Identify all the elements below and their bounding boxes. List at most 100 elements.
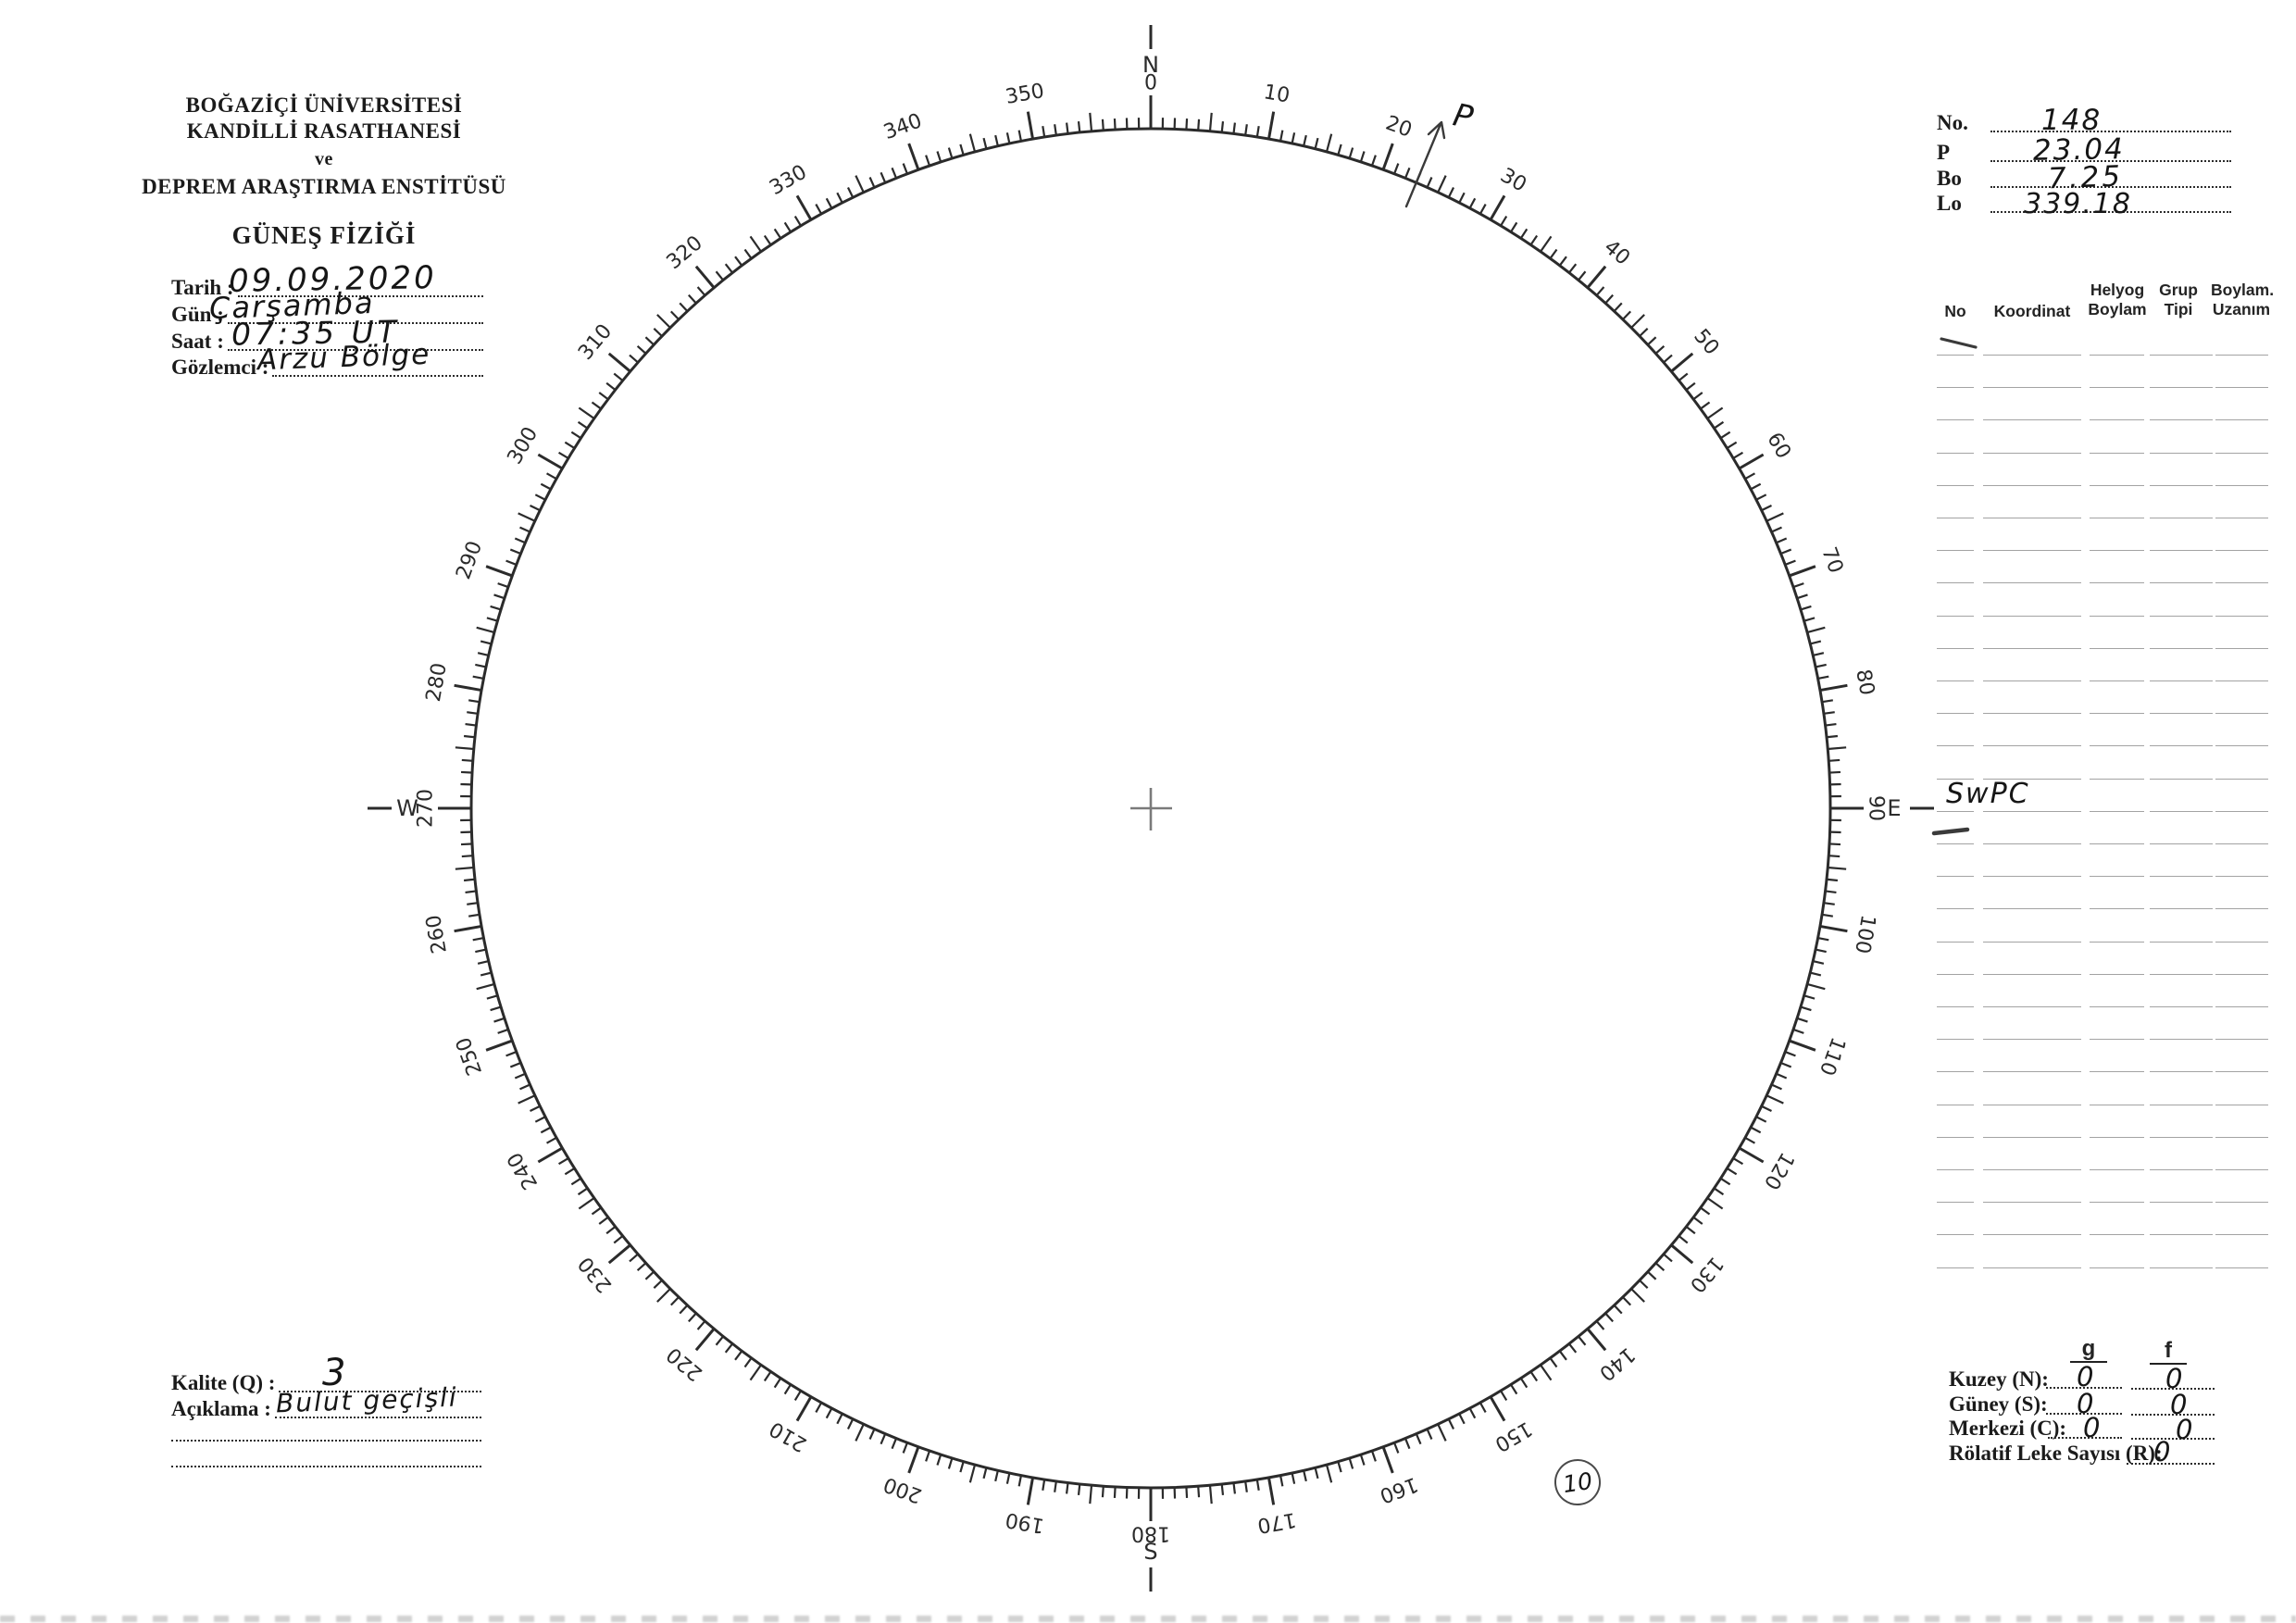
svg-text:100: 100 (1850, 913, 1879, 955)
table-row-line (1937, 355, 1974, 356)
table-row-line (2215, 843, 2268, 844)
tarih-writing-line (237, 295, 483, 297)
table-row-line (1983, 1202, 2081, 1204)
svg-text:270: 270 (415, 789, 438, 828)
svg-text:0: 0 (1144, 72, 1157, 95)
table-row-line (1937, 973, 1974, 975)
svg-text:280: 280 (422, 661, 452, 704)
table-header-grup-line2: Tipi (2164, 300, 2193, 318)
svg-text:180: 180 (1131, 1522, 1170, 1545)
table-row-line (2090, 810, 2144, 812)
table-row-line (2150, 1234, 2213, 1236)
table-row-line (2090, 973, 2144, 975)
svg-text:150: 150 (1491, 1417, 1536, 1456)
table-row-line (1983, 908, 2081, 910)
merkezi-f-line (2131, 1438, 2215, 1440)
table-row-line (2090, 484, 2144, 486)
table-row-line (1937, 680, 1974, 681)
tarih-label: Tarih : (171, 276, 234, 299)
table-row-line (1937, 484, 1974, 486)
lo-row: Lo (1937, 192, 2231, 216)
kalite-row: Kalite (Q) : (171, 1371, 481, 1395)
table-row-line (2150, 908, 2213, 910)
table-row-line (1937, 1234, 1974, 1236)
table-row-line (2215, 1136, 2268, 1138)
table-row-line (1983, 355, 2081, 356)
table-row-line (1983, 843, 2081, 844)
svg-text:350: 350 (1004, 80, 1046, 109)
gun-writing-line (227, 322, 483, 324)
table-header-grup-line1: Grup (2159, 281, 2198, 299)
table-row-line (1983, 745, 2081, 747)
table-row-line (1983, 1071, 2081, 1073)
no-row: No. (1937, 111, 2231, 135)
table-header-boylam-line1: Boylam. (2211, 281, 2275, 299)
table-row-line (2090, 908, 2144, 910)
cardinal-letters: N E S W (396, 52, 1901, 1565)
table-row-line (2090, 1006, 2144, 1007)
table-header-boylam-uzanim: Boylam. Uzanım (2211, 281, 2275, 319)
table-row-line (2090, 778, 2144, 780)
table-row-line (2090, 647, 2144, 649)
table-row-line (1983, 615, 2081, 617)
table-row-line (2215, 713, 2268, 715)
table-row-line (2215, 745, 2268, 747)
svg-text:30: 30 (1496, 164, 1530, 197)
table-row-line (2090, 1071, 2144, 1073)
table-row-line (1983, 1136, 2081, 1138)
table-header-helyog-line1: Helyog (2090, 281, 2145, 299)
table-row-line (2215, 778, 2268, 780)
table-row-line (1937, 745, 1974, 747)
svg-text:40: 40 (1600, 236, 1635, 270)
svg-text:230: 230 (574, 1252, 617, 1296)
table-row-line (1983, 876, 2081, 878)
table-row-line (2150, 941, 2213, 943)
table-row-line (2150, 419, 2213, 421)
kalite-value: 3 (322, 1352, 346, 1394)
table-row-line (2090, 387, 2144, 389)
table-row-line (2150, 1202, 2213, 1204)
svg-text:250: 250 (452, 1034, 487, 1079)
table-row-line (2150, 1169, 2213, 1170)
table-row-line (2090, 1136, 2144, 1138)
table-row-line (1983, 778, 2081, 780)
table-header-boylam-line2: Uzanım (2212, 300, 2271, 318)
table-header-helyog-line2: Boylam (2088, 300, 2147, 318)
svg-text:20: 20 (1382, 112, 1415, 143)
table-row-line (2090, 582, 2144, 584)
table-row-line (2215, 582, 2268, 584)
p-row: P (1937, 141, 2231, 165)
table-header-helyog-boylam: Helyog Boylam (2085, 281, 2150, 319)
svg-text:80: 80 (1851, 668, 1878, 697)
table-row-line (2150, 680, 2213, 681)
saat-row: Saat : (171, 330, 483, 354)
table-row-line (1937, 1039, 1974, 1041)
table-row-line (1937, 908, 1974, 910)
table-row-line (2090, 941, 2144, 943)
svg-text:260: 260 (422, 913, 452, 955)
svg-text:240: 240 (504, 1148, 543, 1193)
table-row-line (2150, 745, 2213, 747)
svg-text:130: 130 (1685, 1252, 1728, 1296)
svg-text:60: 60 (1762, 429, 1795, 463)
table-row-line (2215, 680, 2268, 681)
table-row-line (2150, 387, 2213, 389)
svg-text:220: 220 (663, 1342, 707, 1385)
form-title: GÜNEŞ FİZİĞİ (231, 221, 417, 249)
table-row-line (2215, 550, 2268, 552)
rolatif-line (2127, 1463, 2215, 1465)
table-row-line (1983, 1006, 2081, 1007)
gozlemci-label: Gözlemci : (171, 356, 269, 379)
table-row-line (2150, 876, 2213, 878)
table-row-line (1937, 778, 1974, 780)
cardinal-axis-marks (368, 25, 1934, 1592)
svg-text:190: 190 (1004, 1507, 1046, 1537)
aciklama-row: Açıklama : (171, 1397, 481, 1421)
table-row-line (2090, 1039, 2144, 1041)
table-row-line (2090, 452, 2144, 454)
svg-text:50: 50 (1689, 325, 1723, 360)
table-row-line (2150, 1039, 2213, 1041)
p-arrow-head (1427, 120, 1446, 140)
table-row-line (2215, 1169, 2268, 1170)
table-row-line (2150, 550, 2213, 552)
